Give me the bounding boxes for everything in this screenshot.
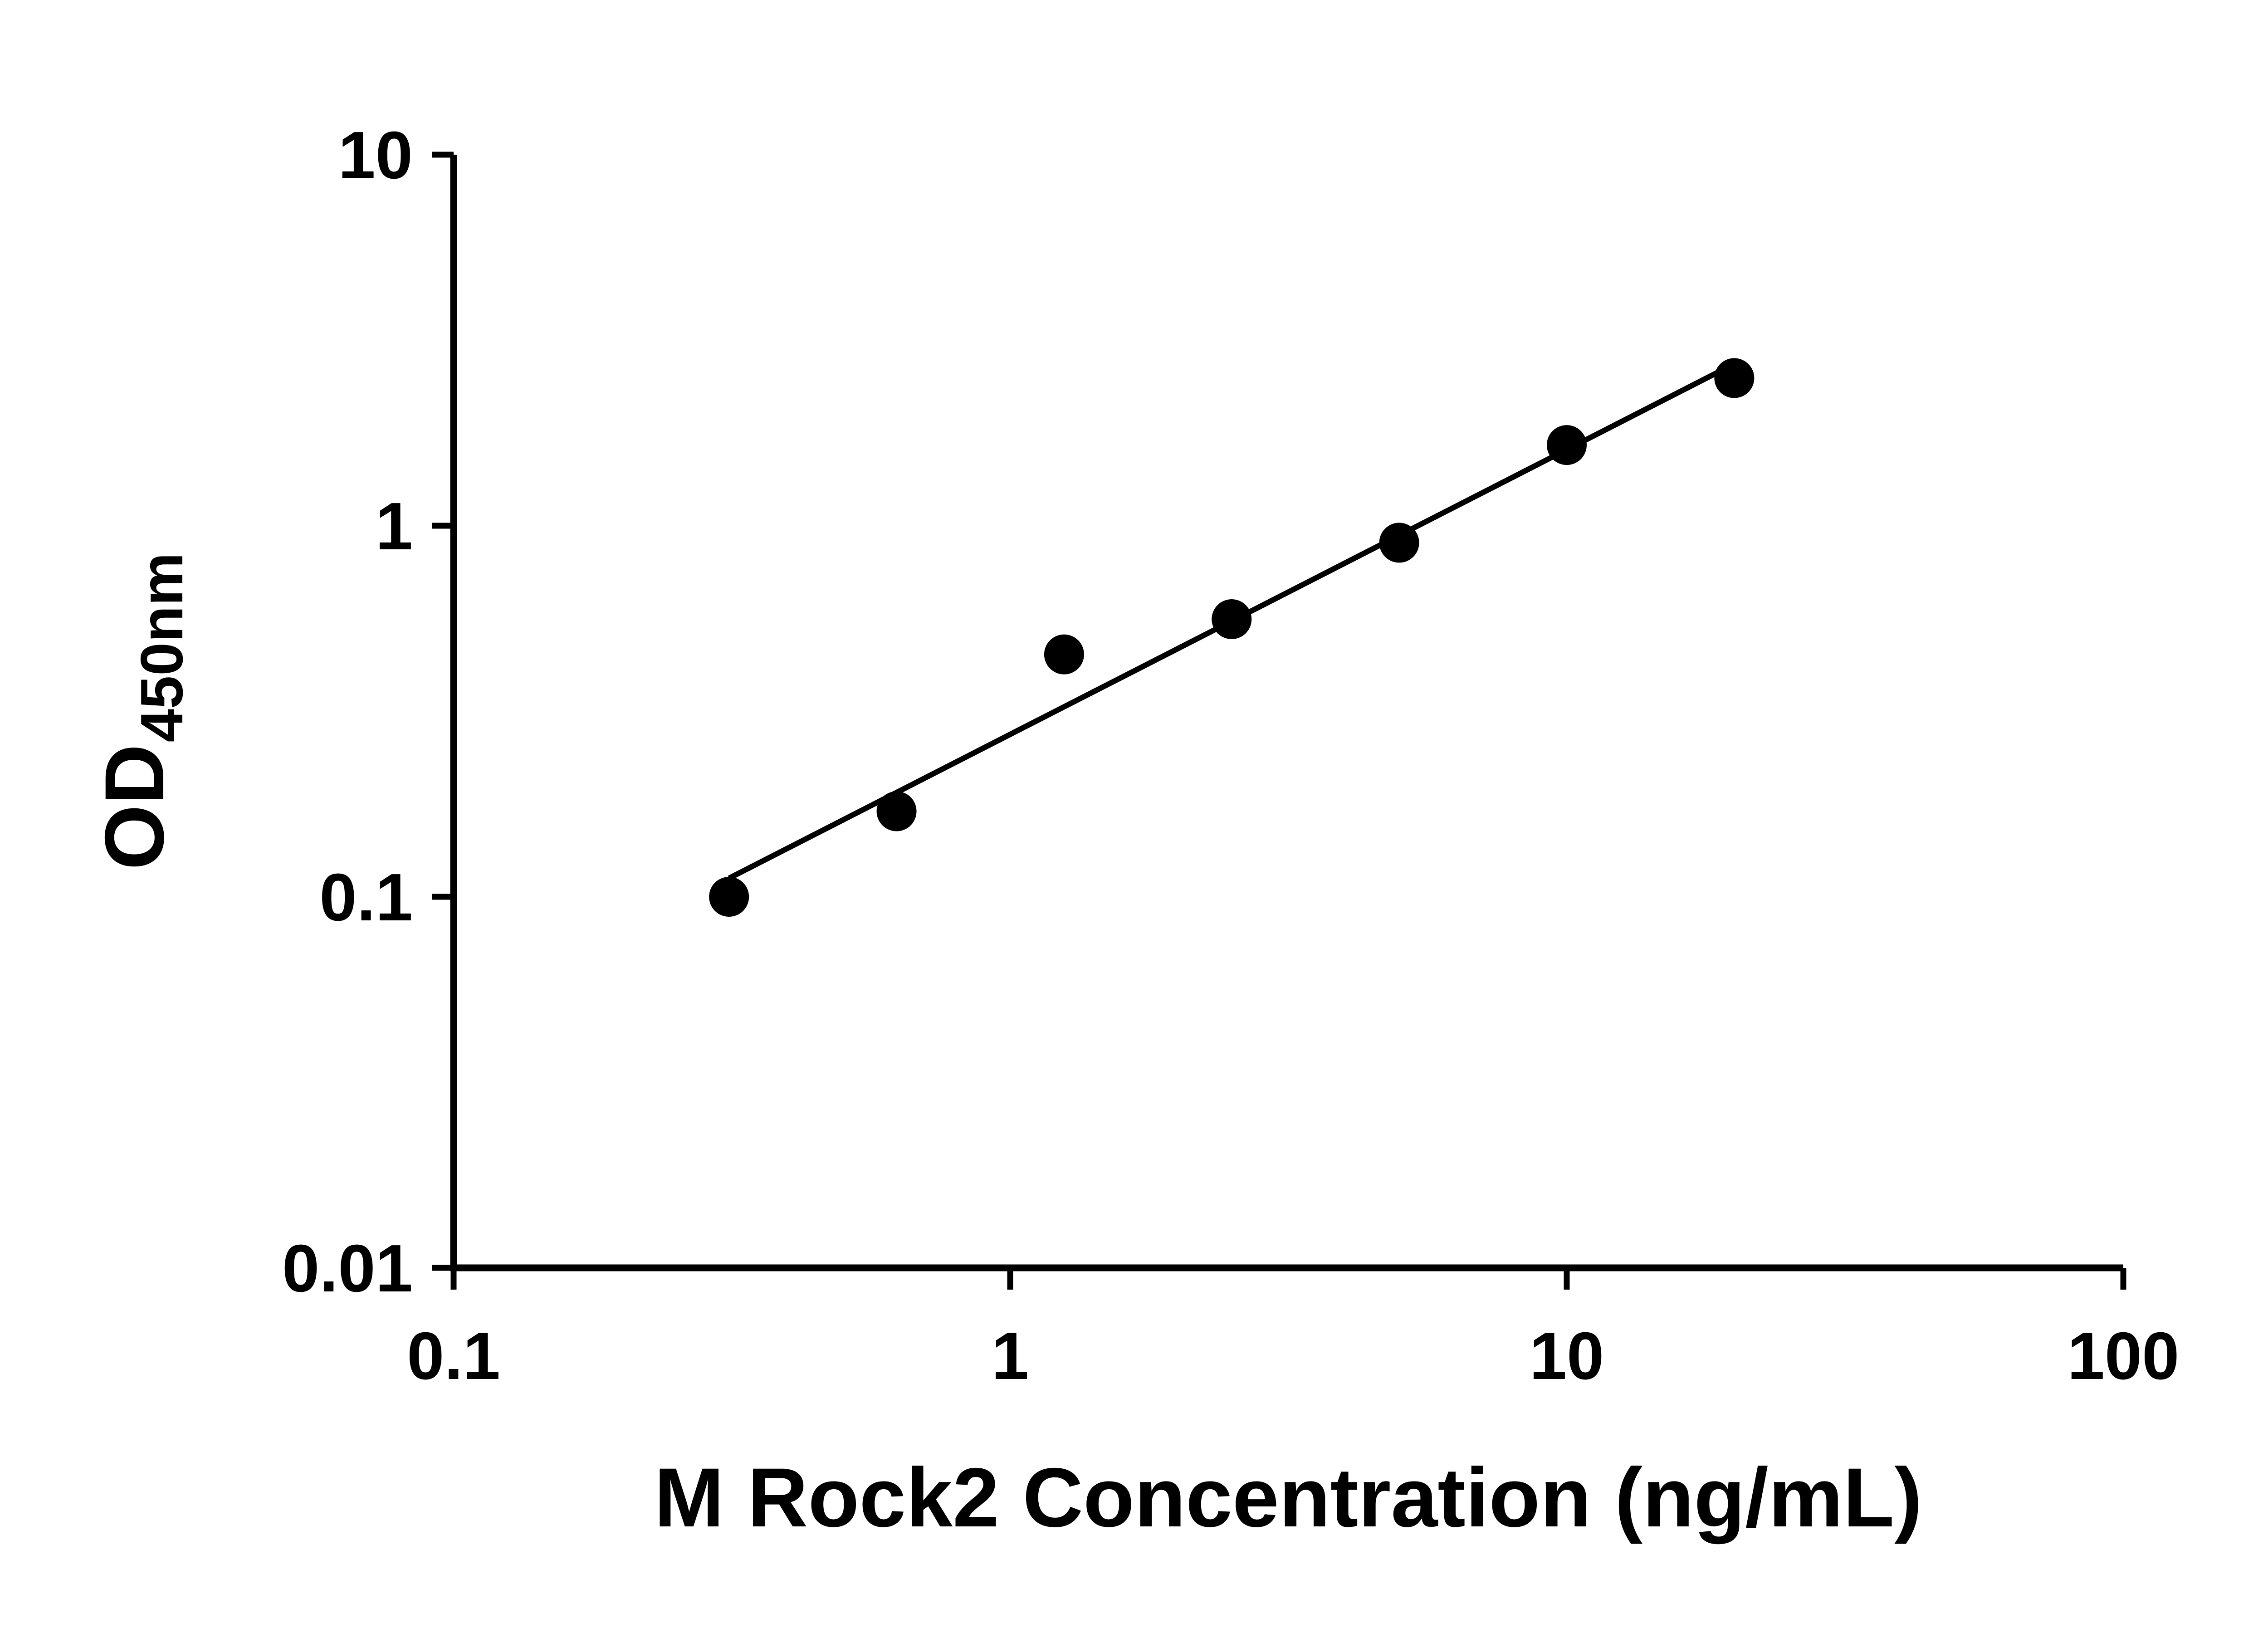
y-tick-label: 0.1 [319, 860, 413, 935]
y-tick-label: 0.01 [282, 1231, 413, 1306]
y-axis-title-main: OD [88, 744, 181, 870]
x-axis-title: M Rock2 Concentration (ng/mL) [654, 1451, 1922, 1545]
data-point [1714, 358, 1755, 398]
data-point [1044, 634, 1084, 675]
axes-spine [450, 155, 2123, 1271]
y-axis-title-sub: 450nm [128, 552, 195, 742]
plot-area: 0.1 1 10 100 0.01 0.1 1 10 [282, 118, 2180, 1393]
y-tick-label: 10 [338, 118, 413, 193]
x-tick-label: 100 [2068, 1319, 2180, 1393]
x-tick-label: 0.1 [407, 1319, 500, 1393]
data-point [876, 791, 917, 831]
data-point [1379, 523, 1419, 563]
x-tick-label: 1 [992, 1319, 1029, 1393]
x-tick-label: 10 [1530, 1319, 1604, 1393]
y-tick-label: 1 [376, 489, 413, 564]
data-point [709, 877, 749, 917]
data-point [1547, 425, 1587, 465]
data-point [1212, 599, 1252, 639]
y-axis-title: OD 450nm [88, 552, 195, 870]
